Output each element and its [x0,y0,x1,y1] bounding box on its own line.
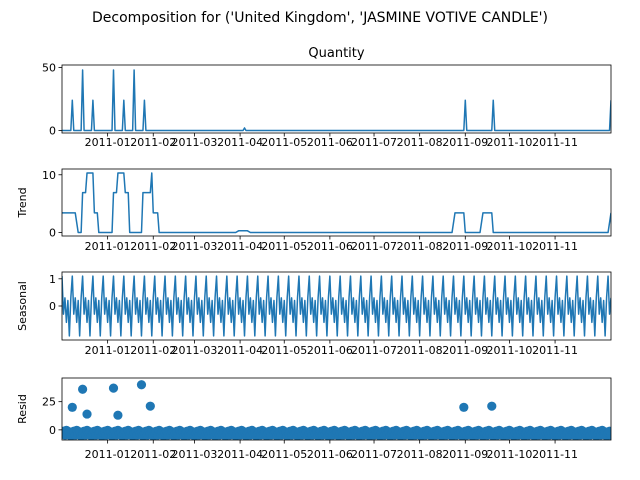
x-tick-label: 2011-03 [171,344,217,357]
x-tick-label: 2011-05 [261,448,307,461]
quantity-line [62,69,611,132]
x-tick-label: 2011-07 [351,240,397,253]
x-tick-label: 2011-10 [486,240,532,253]
axes-frame [61,168,612,237]
x-tick-label: 2011-07 [351,136,397,149]
resid-point [487,401,497,411]
x-tick-label: 2011-02 [130,344,176,357]
x-tick-label: 2011-06 [307,448,353,461]
x-tick-label: 2011-01 [85,136,131,149]
x-tick-label: 2011-07 [351,448,397,461]
y-tick-label: 0 [49,124,56,137]
resid-point [113,410,123,420]
x-tick-label: 2011-05 [261,240,307,253]
x-tick-label: 2011-06 [307,240,353,253]
x-tick-label: 2011-04 [217,344,263,357]
x-tick-label: 2011-10 [486,448,532,461]
x-tick-label: 2011-03 [171,136,217,149]
y-tick-label: 0 [49,227,56,240]
figure-title: Decomposition for ('United Kingdom', 'JA… [92,10,548,26]
x-tick-label: 2011-09 [442,448,488,461]
x-tick-label: 2011-02 [130,448,176,461]
x-tick-label: 2011-08 [397,448,443,461]
x-tick-label: 2011-08 [397,240,443,253]
x-tick-label: 2011-05 [261,136,307,149]
x-tick-label: 2011-01 [85,448,131,461]
x-tick-label: 2011-02 [130,136,176,149]
y-axis-label: Trend [16,187,29,218]
x-tick-label: 2011-10 [486,136,532,149]
resid-point [108,383,119,393]
axes-frame [61,64,612,134]
x-tick-label: 2011-09 [442,240,488,253]
plot-marks [62,172,611,234]
resid-point [82,409,92,419]
plot-marks [62,380,611,440]
x-tick-label: 2011-01 [85,344,131,357]
resid-point [145,401,155,411]
resid-point [136,380,147,390]
plot-marks [62,275,611,337]
x-tick-label: 2011-09 [442,344,488,357]
y-tick-label: 10 [42,169,56,182]
plot-marks [62,69,611,132]
x-tick-label: 2011-06 [307,136,353,149]
x-tick-label: 2011-08 [397,344,443,357]
resid-point [78,384,88,394]
y-axis-label: Resid [16,394,29,424]
x-tick-label: 2011-08 [397,136,443,149]
y-tick-label: 0 [49,300,56,313]
panel-title: Quantity [308,46,364,61]
y-axis-label: Seasonal [16,281,29,331]
x-tick-label: 2011-04 [217,448,263,461]
y-tick-label: 25 [42,396,56,409]
x-tick-label: 2011-07 [351,344,397,357]
y-tick-label: 0 [49,424,56,437]
x-tick-label: 2011-10 [486,344,532,357]
x-tick-label: 2011-01 [85,240,131,253]
x-tick-label: 2011-03 [171,240,217,253]
x-tick-label: 2011-11 [532,136,578,149]
seasonal-line [62,275,611,337]
resid-point [459,402,469,412]
x-tick-label: 2011-02 [130,240,176,253]
y-tick-label: 50 [42,62,56,75]
x-tick-label: 2011-04 [217,136,263,149]
x-tick-label: 2011-11 [532,240,578,253]
resid-point [606,430,611,440]
x-tick-label: 2011-06 [307,344,353,357]
x-tick-label: 2011-04 [217,240,263,253]
x-tick-label: 2011-11 [532,448,578,461]
x-tick-label: 2011-05 [261,344,307,357]
y-tick-label: 1 [49,273,56,286]
x-tick-label: 2011-09 [442,136,488,149]
resid-point [67,402,77,412]
x-tick-label: 2011-11 [532,344,578,357]
trend-line [62,172,611,234]
axes-frame [61,377,612,441]
x-tick-label: 2011-03 [171,448,217,461]
